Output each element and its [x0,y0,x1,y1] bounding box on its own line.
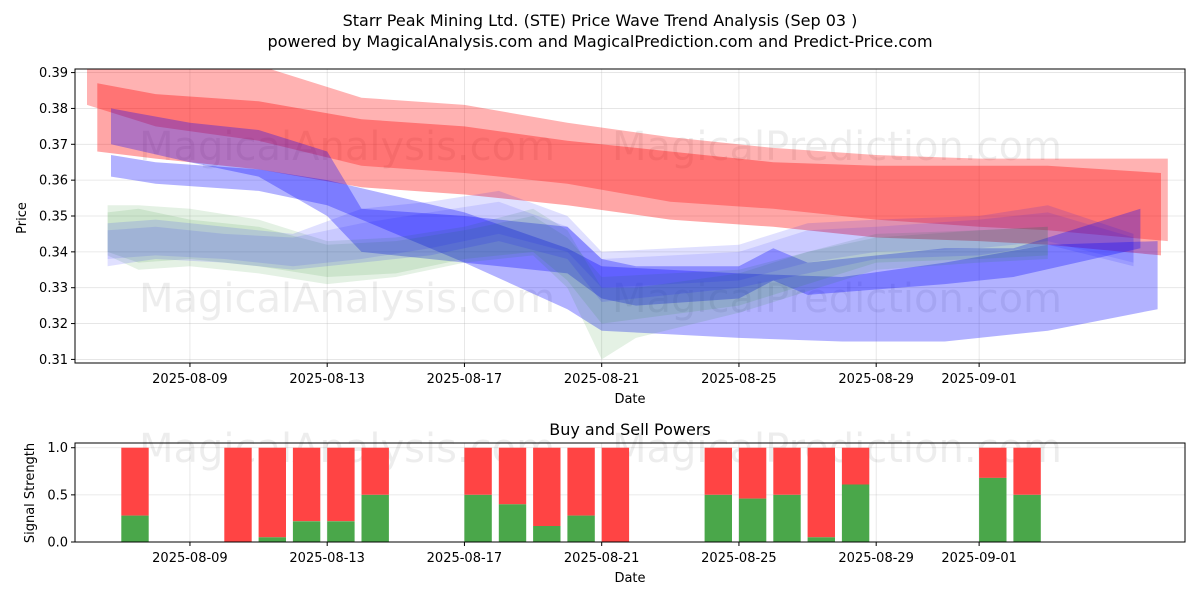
buy-power-bar [464,494,492,542]
wave-band-6 [107,190,1134,302]
sell-power-bar [773,447,801,495]
wave-band-1 [97,83,1161,256]
price-xtick-label: 2025-09-01 [941,372,1017,387]
signal-y-label: Signal Strength [23,443,38,543]
buy-power-bar [807,537,835,542]
price-ytick-label: 0.38 [39,102,68,117]
chart-title: Starr Peak Mining Ltd. (STE) Price Wave … [343,11,858,30]
signal-panel: Buy and Sell Powers MagicalAnalysis.com … [23,420,1186,586]
buy-power-bar [327,521,355,542]
sell-power-bar [807,447,835,538]
wave-band-5 [107,208,1048,324]
signal-xtick-label: 2025-08-29 [838,551,914,566]
signal-title: Buy and Sell Powers [549,420,711,439]
signal-y-axis: 0.0 0.5 1.0 [47,441,75,551]
sell-power-bar [841,447,870,485]
signal-ytick-label: 1.0 [47,441,68,456]
price-bands [87,69,1168,360]
price-xtick-label: 2025-08-17 [427,372,503,387]
sell-power-bar [567,447,595,516]
price-wave-panel: MagicalAnalysis.com MagicalPrediction.co… [15,66,1186,407]
sell-power-bar [224,447,252,542]
price-xtick-label: 2025-08-21 [564,372,640,387]
price-ytick-label: 0.35 [39,210,68,225]
price-ytick-label: 0.33 [39,281,68,296]
buy-power-bar [841,484,870,542]
price-x-axis: 2025-08-09 2025-08-13 2025-08-17 2025-08-21… [152,363,1017,387]
price-grid [75,69,1185,363]
buy-power-bar [292,521,321,542]
signal-xtick-label: 2025-08-13 [289,551,365,566]
signal-plot-frame [74,442,1186,543]
price-ytick-label: 0.34 [39,245,68,260]
watermark-prediction-2: MagicalPrediction.com [612,276,1062,322]
wave-band-0 [87,69,1168,242]
price-y-axis: 0.31 0.32 0.33 0.34 0.35 0.36 0.37 0.38 0.39 [39,66,75,368]
signal-ytick-label: 0.5 [47,488,68,503]
sell-power-bar [533,447,561,526]
signal-xtick-label: 2025-08-21 [564,551,640,566]
sell-power-bar [258,447,286,538]
sell-power-bar [704,447,732,495]
price-x-label: Date [614,392,645,407]
signal-bars [121,447,1041,542]
buy-power-bar [361,494,389,542]
signal-x-label: Date [614,571,645,586]
sell-power-bar [361,447,389,495]
watermark-prediction: MagicalPrediction.com [612,124,1062,170]
watermark-analysis-2: MagicalAnalysis.com [139,276,555,322]
buy-power-bar [498,504,527,542]
buy-power-bar [979,477,1007,542]
buy-power-bar [258,537,286,542]
buy-power-bar [567,515,595,542]
price-xtick-label: 2025-08-25 [701,372,777,387]
buy-power-bar [1013,494,1041,542]
sell-power-bar [601,447,630,542]
buy-power-bar [738,498,767,542]
buy-power-bar [121,515,149,542]
signal-ytick-label: 0.0 [47,536,68,551]
buy-power-bar [533,526,561,542]
sell-power-bar [292,447,321,522]
signal-x-axis: 2025-08-09 2025-08-13 2025-08-17 2025-08-21… [152,542,1017,566]
price-ytick-label: 0.37 [39,138,68,153]
sell-power-bar [498,447,527,505]
chart-subtitle: powered by MagicalAnalysis.com and Magic… [267,32,932,51]
sell-power-bar [1013,447,1041,495]
price-ytick-label: 0.39 [39,66,68,81]
price-ytick-label: 0.32 [39,317,68,332]
signal-xtick-label: 2025-08-09 [152,551,228,566]
wave-band-3 [111,108,1141,306]
price-xtick-label: 2025-08-29 [838,372,914,387]
price-xtick-label: 2025-08-13 [289,372,365,387]
signal-xtick-label: 2025-08-17 [427,551,503,566]
price-ytick-label: 0.36 [39,174,68,189]
signal-xtick-label: 2025-08-25 [701,551,777,566]
sell-power-bar [979,447,1007,478]
buy-power-bar [773,494,801,542]
sell-power-bar [738,447,767,499]
price-watermarks: MagicalAnalysis.com MagicalPrediction.co… [139,124,1062,322]
price-y-label: Price [15,202,30,234]
buy-power-bar [704,494,732,542]
wave-band-4 [107,205,1048,360]
price-xtick-label: 2025-08-09 [152,372,228,387]
sell-power-bar [464,447,492,495]
watermark-analysis: MagicalAnalysis.com [139,124,555,170]
sell-power-bar [327,447,355,522]
sell-power-bar [121,447,149,516]
wave-band-2 [111,155,1158,342]
price-ytick-label: 0.31 [39,353,68,368]
wave-band-7 [107,201,1134,288]
signal-xtick-label: 2025-09-01 [941,551,1017,566]
